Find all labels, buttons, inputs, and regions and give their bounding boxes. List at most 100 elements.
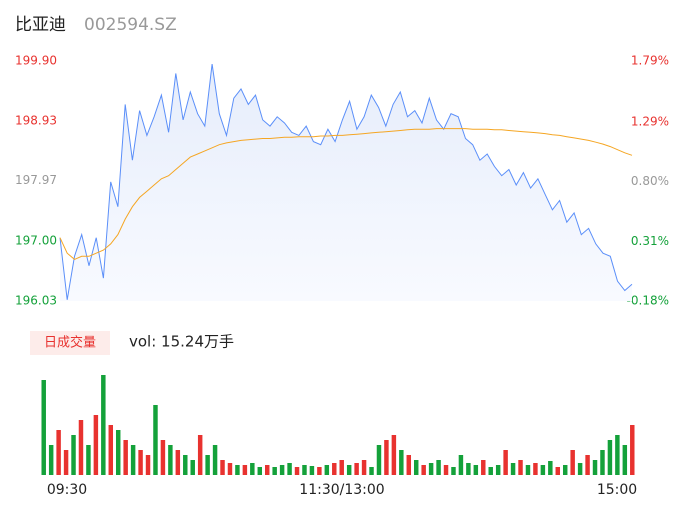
volume-bar: [339, 460, 344, 475]
volume-bar: [525, 465, 531, 475]
volume-bar: [615, 435, 620, 475]
volume-bar: [212, 445, 218, 475]
volume-bar: [309, 466, 315, 475]
volume-bar: [71, 435, 76, 475]
volume-bar: [153, 405, 158, 475]
x-tick-label: 15:00: [597, 482, 637, 498]
volume-bar: [197, 435, 203, 475]
price-area: [60, 64, 632, 301]
volume-bar: [160, 440, 166, 475]
volume-bar: [86, 445, 91, 475]
volume-bar: [205, 455, 210, 475]
volume-bar: [346, 465, 352, 475]
volume-bar: [548, 461, 553, 475]
y-tick-label: 198.93: [15, 114, 57, 128]
volume-bar: [354, 463, 359, 475]
y2-tick-label: 1.79%: [631, 54, 669, 68]
volume-bar: [466, 463, 471, 475]
volume-bar: [220, 460, 225, 475]
volume-bar: [279, 465, 285, 475]
y-tick-label: 199.90: [15, 54, 57, 68]
volume-bar: [570, 450, 575, 475]
volume-bar: [250, 463, 255, 475]
volume-bar: [533, 463, 538, 475]
volume-bar: [630, 425, 635, 475]
volume-bar: [458, 455, 464, 475]
volume-bar: [488, 467, 493, 475]
volume-bar: [294, 467, 300, 475]
volume-bar: [428, 463, 434, 475]
volume-bar: [421, 465, 426, 475]
volume-bar: [130, 445, 136, 475]
volume-bar: [562, 465, 568, 475]
volume-bar: [518, 460, 523, 475]
x-tick-label: 11:30/13:00: [299, 482, 384, 498]
volume-bar: [555, 467, 561, 475]
volume-bar: [257, 467, 263, 475]
volume-bar: [503, 450, 508, 475]
volume-bar: [451, 467, 456, 475]
volume-bar: [123, 440, 128, 475]
volume-bar: [317, 467, 322, 475]
volume-bar: [93, 415, 99, 475]
y2-tick-label: -0.18%: [627, 294, 669, 308]
volume-bar: [361, 460, 367, 475]
volume-bar: [436, 460, 441, 475]
y-tick-label: 196.03: [15, 294, 57, 308]
volume-bar: [376, 445, 382, 475]
volume-bar: [413, 460, 419, 475]
volume-legend: 日成交量: [44, 335, 96, 351]
volume-bar: [622, 445, 628, 475]
volume-bar: [145, 455, 151, 475]
volume-bar: [56, 430, 61, 475]
volume-bar: [585, 455, 590, 475]
volume-bar: [168, 445, 173, 475]
volume-bar: [287, 463, 292, 475]
volume-bar: [384, 440, 389, 475]
volume-bar: [183, 455, 188, 475]
volume-bar: [510, 463, 516, 475]
volume-bar: [495, 465, 501, 475]
y-tick-label: 197.00: [15, 233, 57, 247]
volume-bar: [481, 460, 486, 475]
volume-bar: [302, 465, 307, 475]
y-tick-label: 197.97: [15, 173, 57, 187]
volume-bar: [332, 463, 337, 475]
volume-bar: [242, 465, 248, 475]
volume-bar: [264, 465, 270, 475]
volume-summary: vol: 15.24万手: [129, 333, 234, 351]
stock-code: 002594.SZ: [84, 15, 177, 35]
volume-bar: [406, 455, 412, 475]
volume-bar: [175, 450, 181, 475]
volume-bar: [115, 430, 121, 475]
volume-bar: [369, 467, 374, 475]
volume-bar: [607, 440, 613, 475]
x-tick-label: 09:30: [47, 482, 87, 498]
avg-line: [59, 128, 633, 260]
y2-tick-label: 0.80%: [631, 174, 669, 188]
volume-bar: [391, 435, 397, 475]
volume-bar: [190, 460, 195, 475]
volume-bar: [272, 467, 277, 475]
volume-bar: [63, 450, 69, 475]
volume-bar: [473, 465, 479, 475]
volume-bar: [78, 420, 84, 475]
volume-bar: [443, 465, 449, 475]
volume-bar: [592, 460, 598, 475]
volume-bar: [41, 380, 46, 475]
volume-bar: [138, 450, 143, 475]
y2-tick-label: 0.31%: [631, 234, 669, 248]
volume-bar: [227, 463, 233, 475]
volume-bar: [600, 450, 605, 475]
volume-bar: [540, 465, 546, 475]
volume-bar: [577, 463, 583, 475]
volume-bar: [101, 375, 106, 475]
y2-tick-label: 1.29%: [631, 114, 669, 128]
legend-box: [30, 331, 110, 355]
stock-name: 比亚迪: [15, 15, 66, 35]
volume-bar: [324, 465, 330, 475]
volume-bar: [108, 425, 114, 475]
volume-bar: [235, 465, 240, 475]
volume-bar: [399, 450, 404, 475]
